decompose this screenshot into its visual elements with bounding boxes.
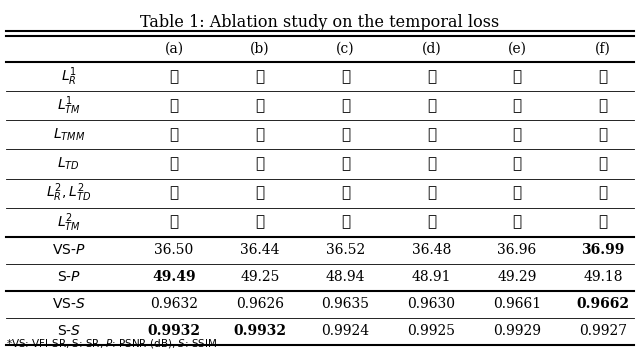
Text: VS-$P$: VS-$P$: [52, 243, 86, 257]
Text: 49.29: 49.29: [497, 270, 537, 284]
Text: 49.25: 49.25: [240, 270, 280, 284]
Text: ✓: ✓: [427, 99, 436, 113]
Text: ✗: ✗: [341, 186, 350, 200]
Text: 36.44: 36.44: [240, 243, 280, 257]
Text: ✓: ✓: [513, 128, 522, 142]
Text: ✓: ✓: [598, 157, 607, 171]
Text: ✗: ✗: [255, 128, 264, 142]
Text: ✗: ✗: [427, 186, 436, 200]
Text: 0.9932: 0.9932: [148, 324, 200, 338]
Text: $L_{TD}$: $L_{TD}$: [58, 156, 80, 172]
Text: 0.9929: 0.9929: [493, 324, 541, 338]
Text: ✓: ✓: [598, 215, 607, 229]
Text: ✓: ✓: [255, 70, 264, 84]
Text: ✗: ✗: [170, 128, 179, 142]
Text: 0.9932: 0.9932: [234, 324, 286, 338]
Text: ✓: ✓: [341, 70, 350, 84]
Text: ✓: ✓: [513, 186, 522, 200]
Text: 36.48: 36.48: [412, 243, 451, 257]
Text: ✗: ✗: [427, 215, 436, 229]
Text: (e): (e): [508, 42, 527, 56]
Text: ✗: ✗: [170, 215, 179, 229]
Text: (f): (f): [595, 42, 611, 56]
Text: ✗: ✗: [255, 186, 264, 200]
Text: ✓: ✓: [427, 128, 436, 142]
Text: 48.94: 48.94: [326, 270, 365, 284]
Text: ✓: ✓: [513, 99, 522, 113]
Text: $L_R^1$: $L_R^1$: [61, 65, 77, 88]
Text: 48.91: 48.91: [412, 270, 451, 284]
Text: 0.9661: 0.9661: [493, 297, 541, 311]
Text: S-$S$: S-$S$: [57, 324, 81, 338]
Text: ✗: ✗: [255, 157, 264, 171]
Text: 36.99: 36.99: [581, 243, 625, 257]
Text: ✗: ✗: [170, 186, 179, 200]
Text: (a): (a): [164, 42, 184, 56]
Text: ✗: ✗: [170, 157, 179, 171]
Text: $L_{TM}^2$: $L_{TM}^2$: [57, 211, 81, 234]
Text: 0.9626: 0.9626: [236, 297, 284, 311]
Text: 49.49: 49.49: [152, 270, 196, 284]
Text: 0.9630: 0.9630: [407, 297, 456, 311]
Text: ✗: ✗: [341, 215, 350, 229]
Text: 36.52: 36.52: [326, 243, 365, 257]
Text: (c): (c): [336, 42, 355, 56]
Text: ✗: ✗: [170, 99, 179, 113]
Text: ✓: ✓: [513, 157, 522, 171]
Text: 0.9632: 0.9632: [150, 297, 198, 311]
Text: ✓: ✓: [341, 99, 350, 113]
Text: 0.9635: 0.9635: [322, 297, 370, 311]
Text: ✓: ✓: [341, 128, 350, 142]
Text: ✓: ✓: [255, 99, 264, 113]
Text: ✗: ✗: [341, 157, 350, 171]
Text: S-$P$: S-$P$: [57, 270, 81, 284]
Text: 0.9924: 0.9924: [321, 324, 370, 338]
Text: 49.18: 49.18: [583, 270, 623, 284]
Text: ✓: ✓: [427, 157, 436, 171]
Text: $L_{TM}^1$: $L_{TM}^1$: [57, 94, 81, 117]
Text: ✓: ✓: [598, 186, 607, 200]
Text: $L_R^2, L_{TD}^2$: $L_R^2, L_{TD}^2$: [46, 182, 92, 204]
Text: ✓: ✓: [513, 70, 522, 84]
Text: ✓: ✓: [598, 128, 607, 142]
Text: 0.9927: 0.9927: [579, 324, 627, 338]
Text: (d): (d): [422, 42, 441, 56]
Text: ✓: ✓: [598, 70, 607, 84]
Text: 0.9925: 0.9925: [407, 324, 456, 338]
Text: 36.50: 36.50: [154, 243, 194, 257]
Text: VS-$S$: VS-$S$: [52, 297, 86, 311]
Text: 0.9662: 0.9662: [577, 297, 629, 311]
Text: $L_{TMM}$: $L_{TMM}$: [52, 127, 85, 143]
Text: ✓: ✓: [598, 99, 607, 113]
Text: 36.96: 36.96: [497, 243, 537, 257]
Text: ✓: ✓: [427, 70, 436, 84]
Text: (b): (b): [250, 42, 269, 56]
Text: ✓: ✓: [170, 70, 179, 84]
Text: Table 1: Ablation study on the temporal loss: Table 1: Ablation study on the temporal …: [140, 14, 500, 31]
Text: *VS: VFI-SR, S: SR, $P$: PSNR (dB), $S$: SSIM: *VS: VFI-SR, S: SR, $P$: PSNR (dB), $S$:…: [6, 337, 218, 350]
Text: ✗: ✗: [513, 215, 522, 229]
Text: ✗: ✗: [255, 215, 264, 229]
